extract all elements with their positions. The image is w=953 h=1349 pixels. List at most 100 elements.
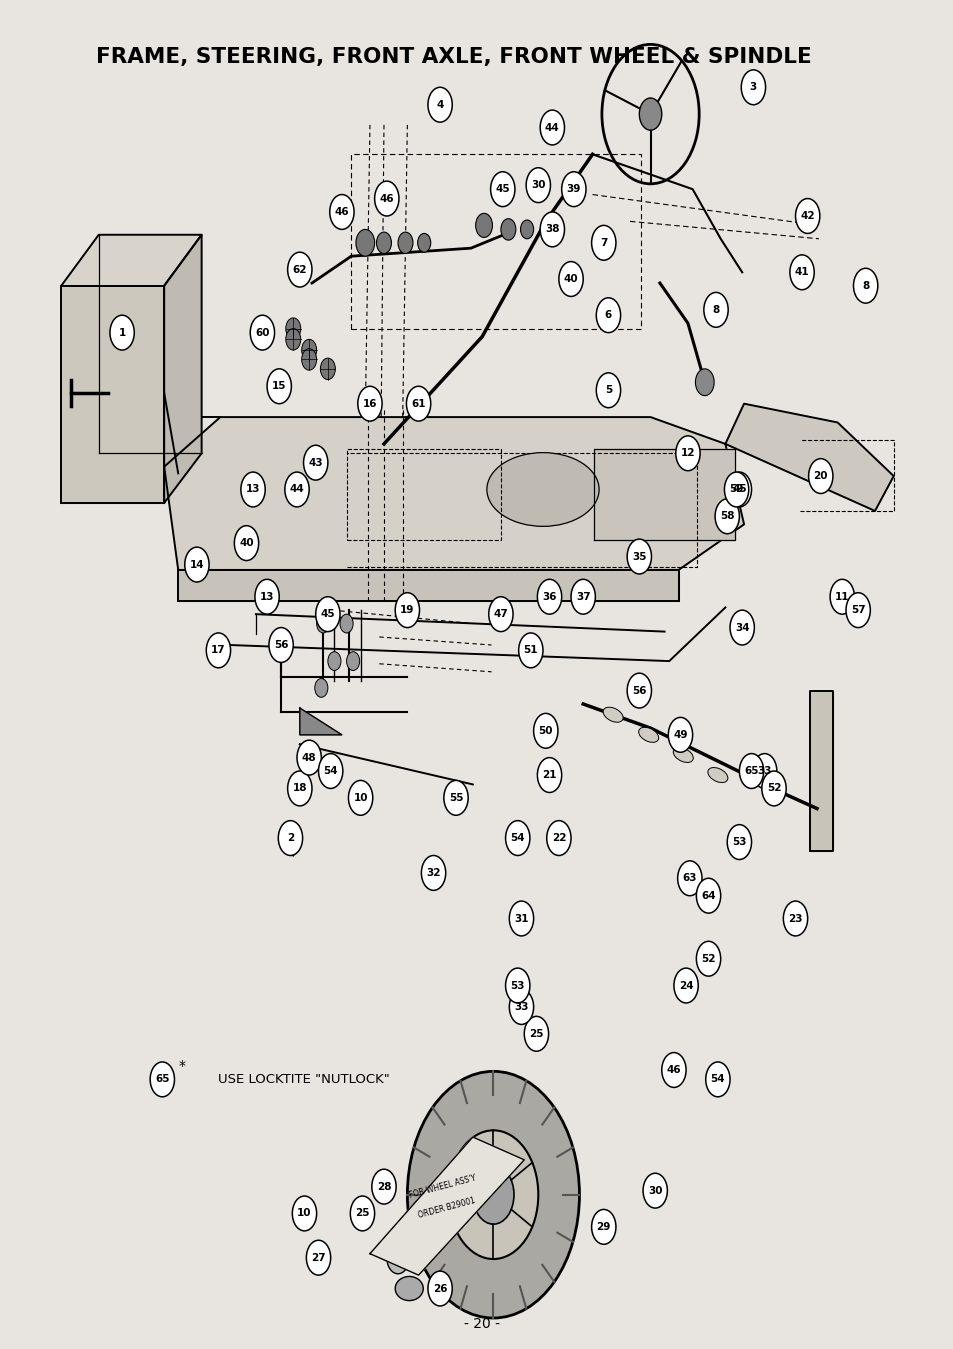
Text: USE LOCKTITE "NUTLOCK": USE LOCKTITE "NUTLOCK" bbox=[217, 1072, 389, 1086]
Text: 56: 56 bbox=[274, 639, 288, 650]
Circle shape bbox=[715, 499, 739, 534]
Circle shape bbox=[267, 368, 291, 403]
Circle shape bbox=[675, 436, 700, 471]
Text: 19: 19 bbox=[399, 606, 415, 615]
Text: 34: 34 bbox=[734, 623, 749, 633]
Text: 49: 49 bbox=[673, 730, 687, 739]
Text: 20: 20 bbox=[813, 471, 827, 482]
Text: 31: 31 bbox=[514, 913, 528, 924]
Text: ORDER B29001: ORDER B29001 bbox=[416, 1197, 476, 1219]
Circle shape bbox=[301, 349, 316, 370]
Ellipse shape bbox=[486, 453, 598, 526]
Text: 38: 38 bbox=[544, 224, 559, 235]
Text: 10: 10 bbox=[297, 1209, 312, 1218]
Text: 45: 45 bbox=[731, 484, 746, 495]
Polygon shape bbox=[178, 569, 678, 600]
Circle shape bbox=[596, 372, 620, 407]
Circle shape bbox=[520, 220, 533, 239]
Text: 14: 14 bbox=[190, 560, 204, 569]
Circle shape bbox=[234, 526, 258, 561]
Circle shape bbox=[316, 614, 330, 633]
Circle shape bbox=[505, 820, 529, 855]
Text: 27: 27 bbox=[311, 1253, 326, 1263]
Text: 48: 48 bbox=[301, 753, 316, 762]
Circle shape bbox=[286, 329, 300, 349]
Text: 65: 65 bbox=[155, 1074, 170, 1085]
Circle shape bbox=[339, 614, 353, 633]
Circle shape bbox=[254, 579, 279, 614]
Text: 50: 50 bbox=[538, 726, 553, 735]
Text: 55: 55 bbox=[448, 793, 463, 803]
Circle shape bbox=[518, 633, 542, 668]
Circle shape bbox=[406, 386, 431, 421]
Text: 54: 54 bbox=[323, 766, 337, 776]
Circle shape bbox=[539, 111, 564, 144]
Text: 46: 46 bbox=[666, 1064, 680, 1075]
Text: 16: 16 bbox=[362, 399, 376, 409]
Circle shape bbox=[443, 781, 468, 815]
Circle shape bbox=[286, 318, 300, 340]
Circle shape bbox=[696, 878, 720, 913]
Circle shape bbox=[705, 1062, 729, 1097]
Text: 40: 40 bbox=[563, 274, 578, 285]
Circle shape bbox=[696, 942, 720, 977]
Circle shape bbox=[330, 194, 354, 229]
Text: 45: 45 bbox=[320, 610, 335, 619]
Ellipse shape bbox=[638, 727, 658, 742]
Circle shape bbox=[505, 969, 529, 1002]
Circle shape bbox=[314, 679, 328, 697]
Text: 1: 1 bbox=[118, 328, 126, 337]
Text: 44: 44 bbox=[290, 484, 304, 495]
Text: 53: 53 bbox=[731, 838, 746, 847]
Circle shape bbox=[285, 472, 309, 507]
Circle shape bbox=[526, 167, 550, 202]
Circle shape bbox=[376, 232, 391, 254]
Circle shape bbox=[348, 781, 373, 815]
Text: 15: 15 bbox=[272, 382, 286, 391]
Circle shape bbox=[328, 652, 340, 670]
Text: 28: 28 bbox=[376, 1182, 391, 1191]
Polygon shape bbox=[61, 235, 201, 286]
Polygon shape bbox=[164, 235, 201, 503]
Circle shape bbox=[448, 1130, 537, 1259]
Circle shape bbox=[488, 596, 513, 631]
Circle shape bbox=[473, 1166, 514, 1224]
Circle shape bbox=[386, 1241, 409, 1273]
Text: 10: 10 bbox=[353, 793, 368, 803]
Circle shape bbox=[752, 754, 776, 788]
Circle shape bbox=[395, 592, 419, 627]
Polygon shape bbox=[809, 691, 832, 851]
Text: 17: 17 bbox=[211, 645, 226, 656]
Circle shape bbox=[296, 741, 321, 776]
Text: 21: 21 bbox=[541, 770, 557, 780]
Text: 45: 45 bbox=[495, 185, 510, 194]
Text: 62: 62 bbox=[293, 264, 307, 275]
Circle shape bbox=[250, 316, 274, 349]
Text: 33: 33 bbox=[514, 1002, 528, 1012]
Circle shape bbox=[490, 171, 515, 206]
Circle shape bbox=[853, 268, 877, 304]
Text: 39: 39 bbox=[566, 185, 580, 194]
Text: 23: 23 bbox=[787, 913, 801, 924]
Circle shape bbox=[723, 472, 748, 507]
Circle shape bbox=[740, 70, 764, 105]
Text: 60: 60 bbox=[254, 328, 270, 337]
Circle shape bbox=[782, 901, 807, 936]
Text: 6: 6 bbox=[604, 310, 612, 320]
Circle shape bbox=[695, 368, 714, 395]
Ellipse shape bbox=[707, 768, 727, 782]
Text: 32: 32 bbox=[426, 867, 440, 878]
Text: *: * bbox=[178, 1059, 185, 1072]
Circle shape bbox=[509, 990, 533, 1024]
Circle shape bbox=[626, 673, 651, 708]
Ellipse shape bbox=[673, 747, 693, 762]
Text: 51: 51 bbox=[523, 645, 537, 656]
Circle shape bbox=[500, 219, 516, 240]
Text: 52: 52 bbox=[700, 954, 715, 963]
Text: - 20 -: - 20 - bbox=[464, 1318, 499, 1331]
Circle shape bbox=[533, 714, 558, 749]
Circle shape bbox=[315, 596, 339, 631]
Text: 53: 53 bbox=[510, 981, 524, 990]
Text: 54: 54 bbox=[510, 834, 524, 843]
Text: 29: 29 bbox=[596, 1222, 610, 1232]
